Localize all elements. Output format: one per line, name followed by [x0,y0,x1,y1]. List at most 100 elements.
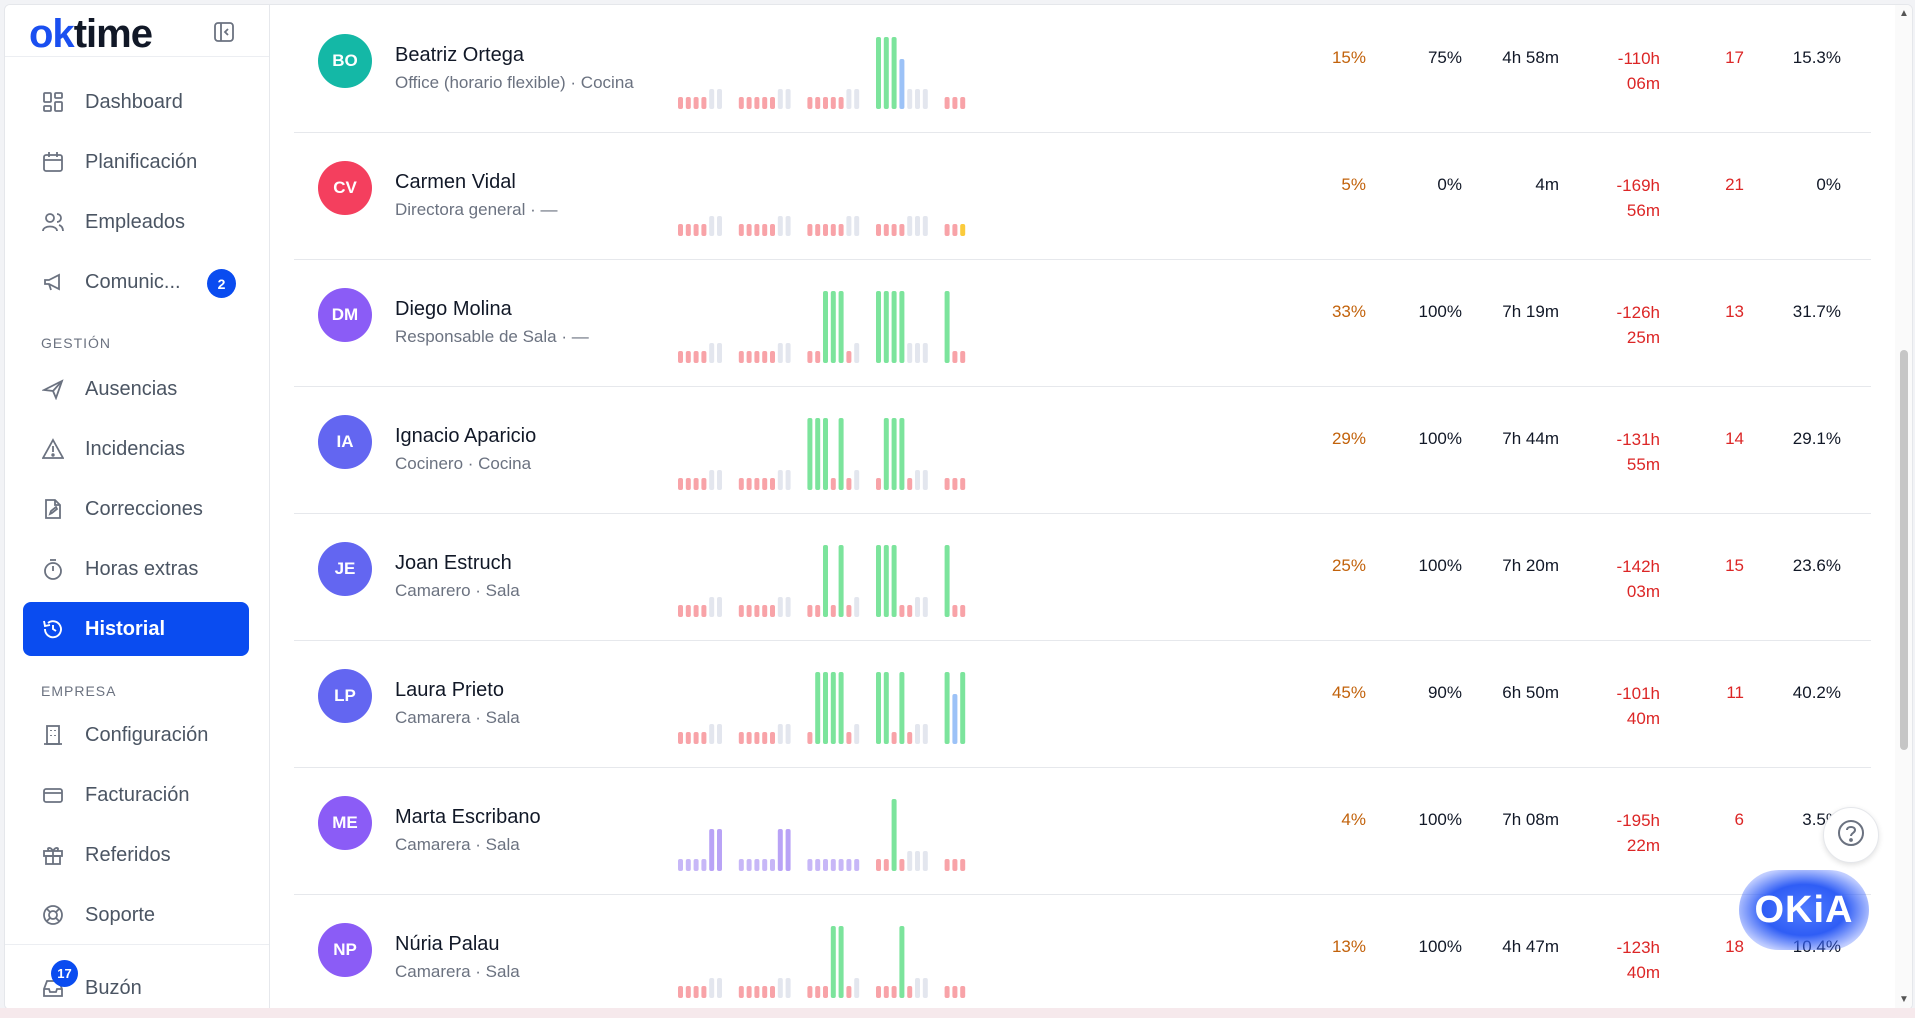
activity-bar [960,859,966,871]
megaphone-icon [41,270,65,294]
inbox-badge: 17 [51,960,78,987]
table-row[interactable]: NP Núria Palau Camarera · Sala 13% 100% … [294,894,1871,1009]
activity-bar [738,605,744,617]
percent-cell: 100% [1418,937,1462,956]
inbox-icon [41,976,65,1000]
collapse-sidebar-icon[interactable] [213,21,235,43]
activity-bar [770,351,775,363]
sidebar-item-dashboard[interactable]: Dashboard [23,75,249,129]
table-row[interactable]: DM Diego Molina Responsable de Sala · — … [294,259,1871,387]
activity-bar [685,224,691,236]
activity-bar [899,418,905,490]
table-row[interactable]: ME Marta Escribano Camarera · Sala 4% 10… [294,767,1871,895]
activity-bar [823,986,828,998]
employee-name[interactable]: Diego Molina [395,298,512,320]
employee-name[interactable]: Joan Estruch [395,552,512,574]
employee-name[interactable]: Ignacio Aparicio [395,425,537,447]
employee-name[interactable]: Carmen Vidal [395,171,516,193]
activity-bar [854,724,860,744]
sidebar: oktime Dashboard Planificación Empleados… [5,5,270,1009]
activity-bar [738,859,744,871]
sidebar-item-historial[interactable]: Historial [23,602,249,656]
activity-bar [777,724,783,744]
activity-bar [717,829,722,871]
activity-bar [785,597,791,617]
employee-name[interactable]: Laura Prieto [395,679,504,701]
percent-cell: 5% [1341,175,1366,194]
activity-bar [701,478,707,490]
logo[interactable]: oktime [29,11,153,57]
balance-minutes: 56m [1626,201,1660,220]
activity-bar [846,216,852,236]
employee-name[interactable]: Beatriz Ortega [395,44,524,66]
activity-bar [830,926,836,998]
balance-cell: -195h 22m [1574,808,1660,858]
table-row[interactable]: LP Laura Prieto Camarera · Sala 45% 90% … [294,640,1871,768]
table-row[interactable]: BO Beatriz Ortega Office (horario flexib… [294,5,1871,133]
sidebar-item-soporte[interactable]: Soporte [23,888,249,942]
activity-sparkline [678,37,966,109]
activity-bar [709,216,715,236]
activity-bar [770,859,775,871]
sidebar-item-horas-extras[interactable]: Horas extras [23,542,249,596]
activity-bar [883,859,889,871]
balance-cell: -169h 56m [1574,173,1660,223]
avatar: LP [318,669,372,723]
percent-cell: 100% [1418,810,1462,829]
sidebar-item-buzon[interactable]: Buzón [23,961,249,1009]
activity-bar [823,672,828,744]
activity-bar [678,351,683,363]
activity-bar [899,605,905,617]
activity-bar [807,224,813,236]
employee-name[interactable]: Núria Palau [395,933,500,955]
activity-bar [762,351,768,363]
activity-bar [823,224,828,236]
activity-bar [823,859,828,871]
sidebar-item-incidencias[interactable]: Incidencias [23,422,249,476]
activity-bar [685,859,691,871]
table-row[interactable]: CV Carmen Vidal Directora general · — 5%… [294,132,1871,260]
scroll-up-icon[interactable]: ▲ [1899,8,1909,19]
activity-bar [876,224,881,236]
okia-assistant-button[interactable]: OKiA [1739,870,1869,950]
avatar: JE [318,542,372,596]
balance-minutes: 40m [1626,709,1660,728]
sidebar-item-correcciones[interactable]: Correcciones [23,482,249,536]
activity-bar [922,470,928,490]
sidebar-item-referidos[interactable]: Referidos [23,828,249,882]
activity-bar [777,343,783,363]
vertical-scrollbar[interactable]: ▲ ▼ [1895,5,1912,1009]
activity-bar [944,986,950,998]
scroll-down-icon[interactable]: ▼ [1899,994,1909,1005]
sidebar-item-label: Planificación [85,150,198,173]
sidebar-item-label: Empleados [85,210,186,233]
activity-bar [777,216,783,236]
activity-bar [854,343,860,363]
help-button[interactable] [1823,807,1879,863]
balance-minutes: 55m [1626,455,1660,474]
activity-bar [777,597,783,617]
sidebar-item-configuracion[interactable]: Configuración [23,708,249,762]
avatar: ME [318,796,372,850]
activity-bar [709,978,715,998]
activity-bar [854,470,860,490]
table-row[interactable]: IA Ignacio Aparicio Cocinero · Cocina 29… [294,386,1871,514]
percent-cell: 0% [1816,175,1841,194]
activity-bar [944,291,950,363]
avatar: DM [318,288,372,342]
activity-sparkline [678,216,966,236]
percent-cell: 100% [1418,556,1462,575]
table-row[interactable]: JE Joan Estruch Camarero · Sala 25% 100%… [294,513,1871,641]
sidebar-item-comunicados[interactable]: Comunic... 2 [23,255,249,309]
activity-bar [685,732,691,744]
employee-name[interactable]: Marta Escribano [395,806,541,828]
activity-bar [823,418,828,490]
sidebar-item-facturacion[interactable]: Facturación [23,768,249,822]
sidebar-item-ausencias[interactable]: Ausencias [23,362,249,416]
time-cell: 7h 19m [1502,302,1559,321]
sidebar-item-label: Configuración [85,723,209,746]
scrollbar-thumb[interactable] [1900,350,1908,750]
sidebar-item-empleados[interactable]: Empleados [23,195,249,249]
sidebar-item-planificacion[interactable]: Planificación [23,135,249,189]
activity-bar [891,224,897,236]
